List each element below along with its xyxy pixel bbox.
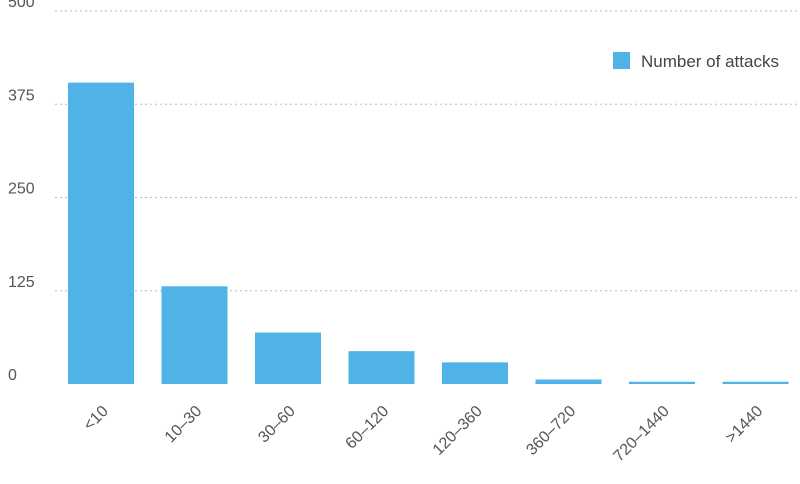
x-tick-label: <10 bbox=[81, 403, 112, 434]
gridlines bbox=[55, 10, 800, 292]
bars bbox=[68, 82, 789, 384]
x-tick-label: 30–60 bbox=[255, 403, 299, 447]
legend: Number of attacks bbox=[613, 52, 779, 71]
bar bbox=[348, 351, 415, 384]
y-tick-label: 125 bbox=[8, 274, 35, 291]
bar bbox=[255, 332, 321, 384]
legend-swatch bbox=[613, 52, 630, 69]
x-tick-label: 60–120 bbox=[343, 403, 393, 453]
bar bbox=[535, 379, 602, 384]
y-tick-label: 375 bbox=[8, 87, 35, 104]
x-tick-label: 360–720 bbox=[523, 403, 579, 459]
x-tick-label: 10–30 bbox=[162, 403, 206, 447]
bar bbox=[722, 381, 789, 384]
y-tick-label: 500 bbox=[8, 0, 35, 11]
bar bbox=[442, 362, 508, 384]
bar bbox=[161, 286, 228, 384]
x-tick-label: >1440 bbox=[723, 403, 767, 447]
legend-label: Number of attacks bbox=[641, 52, 779, 71]
y-tick-label: 250 bbox=[8, 181, 35, 198]
y-axis-tick-labels: 0 125 250 375 500 bbox=[8, 0, 35, 384]
y-tick-label: 0 bbox=[8, 367, 17, 384]
x-tick-label: 720–1440 bbox=[610, 403, 672, 465]
x-tick-label: 120–360 bbox=[430, 403, 486, 459]
bar bbox=[629, 381, 695, 384]
bar bbox=[68, 82, 134, 384]
x-axis-tick-labels: <10 10–30 30–60 60–120 120–360 360–720 720–144… bbox=[81, 403, 767, 465]
